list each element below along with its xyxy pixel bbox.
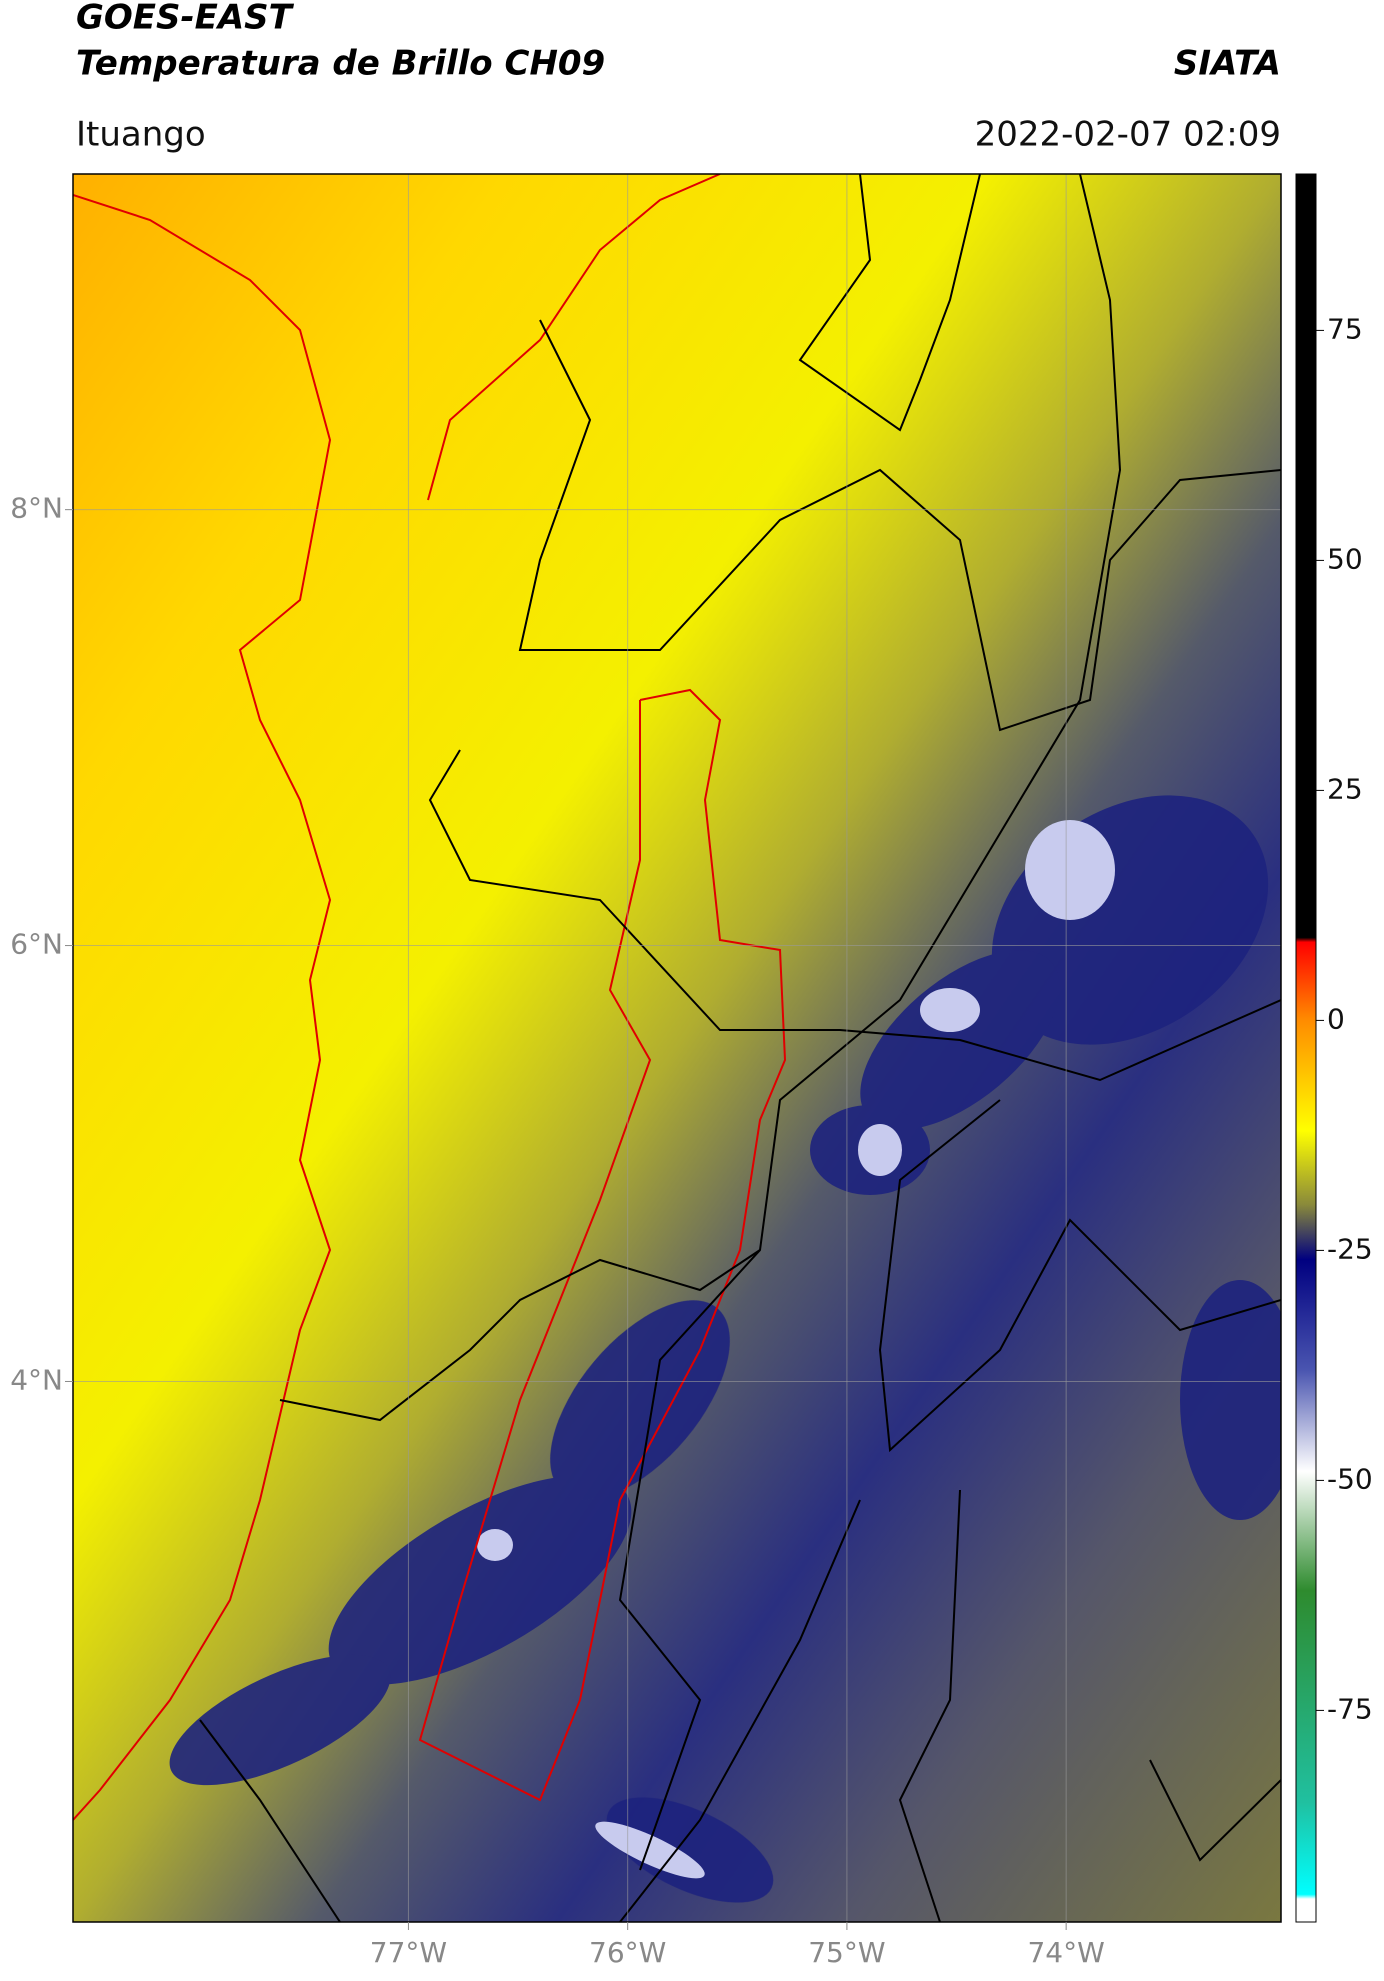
x-tick-label: 74°W bbox=[1027, 1936, 1104, 1969]
colorbar-tick-label: -50 bbox=[1327, 1462, 1373, 1495]
y-tick-label: 6°N bbox=[10, 928, 63, 961]
coastline bbox=[427, 174, 721, 501]
admin-borders bbox=[199, 174, 1281, 1922]
y-tick-label: 8°N bbox=[10, 492, 63, 525]
datetime: 2022-02-07 02:09 bbox=[975, 115, 1281, 155]
x-tick-label: 77°W bbox=[370, 1936, 447, 1969]
colorbar-tick-label: 50 bbox=[1327, 542, 1363, 575]
title: GOES-EAST bbox=[76, 0, 295, 38]
x-tick-label: 75°W bbox=[808, 1936, 885, 1969]
ituango-basin bbox=[418, 688, 787, 1802]
colorbar-tick-label: -75 bbox=[1327, 1692, 1373, 1725]
x-tick-label: 76°W bbox=[589, 1936, 666, 1969]
colorbar-tick-label: 0 bbox=[1327, 1002, 1345, 1035]
brand: SIATA bbox=[1174, 44, 1281, 84]
colorbar-tick-label: -25 bbox=[1327, 1232, 1373, 1265]
map bbox=[73, 174, 1281, 1922]
very-cold-tops bbox=[477, 820, 1115, 1879]
colorbar-tick-label: 25 bbox=[1327, 772, 1363, 805]
cold-clouds bbox=[169, 795, 1281, 1903]
coastline bbox=[73, 194, 332, 1821]
y-tick-label: 4°N bbox=[10, 1363, 63, 1396]
colorbar bbox=[1295, 173, 1317, 1923]
subtitle: Temperatura de Brillo CH09 bbox=[76, 44, 605, 84]
location: Ituango bbox=[76, 115, 206, 155]
temperature-field bbox=[73, 174, 1281, 1922]
colorbar-tick-label: 75 bbox=[1327, 312, 1363, 345]
map-frame bbox=[72, 173, 1282, 1923]
